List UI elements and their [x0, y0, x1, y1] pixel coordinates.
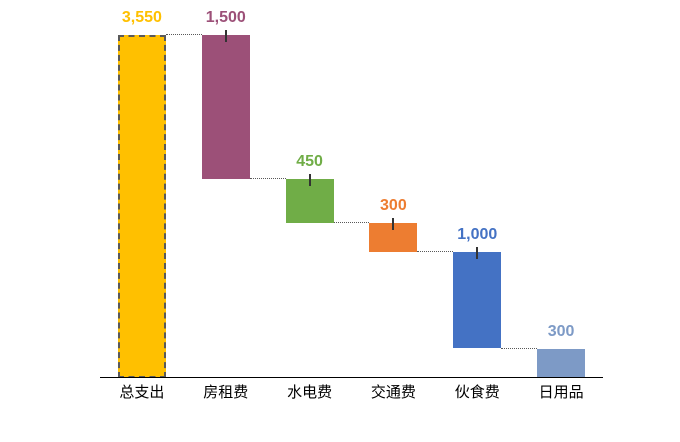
bar-tick-mark	[476, 246, 479, 259]
x-axis-category-label: 交通费	[370, 383, 416, 401]
waterfall-bar	[285, 179, 334, 223]
connector-line	[249, 178, 286, 180]
bar-tick-mark	[308, 174, 311, 187]
waterfall-bar	[537, 348, 586, 378]
bar-value-label: 300	[380, 196, 407, 214]
x-axis-category-label: 伙食费	[454, 383, 500, 401]
connector-line	[417, 250, 454, 252]
bar-value-label: 1,000	[457, 225, 498, 243]
bar-tick-mark	[224, 29, 227, 42]
x-axis-category-label: 日用品	[538, 383, 584, 401]
connector-line	[165, 33, 202, 35]
bar-tick-mark	[392, 217, 395, 230]
x-axis-category-label: 房租费	[203, 383, 249, 401]
x-axis-category-label: 总支出	[119, 383, 165, 401]
bar-value-label: 3,550	[121, 8, 162, 26]
waterfall-total-bar	[117, 34, 166, 378]
bar-value-label: 450	[296, 153, 323, 171]
waterfall-bar	[453, 251, 502, 349]
connector-line	[501, 347, 538, 349]
x-axis-category-label: 水电费	[287, 383, 333, 401]
connector-line	[333, 221, 370, 223]
bar-value-label: 1,500	[205, 8, 246, 26]
waterfall-bar	[201, 34, 250, 180]
bar-value-label: 300	[547, 322, 575, 340]
x-axis-line	[100, 376, 603, 379]
